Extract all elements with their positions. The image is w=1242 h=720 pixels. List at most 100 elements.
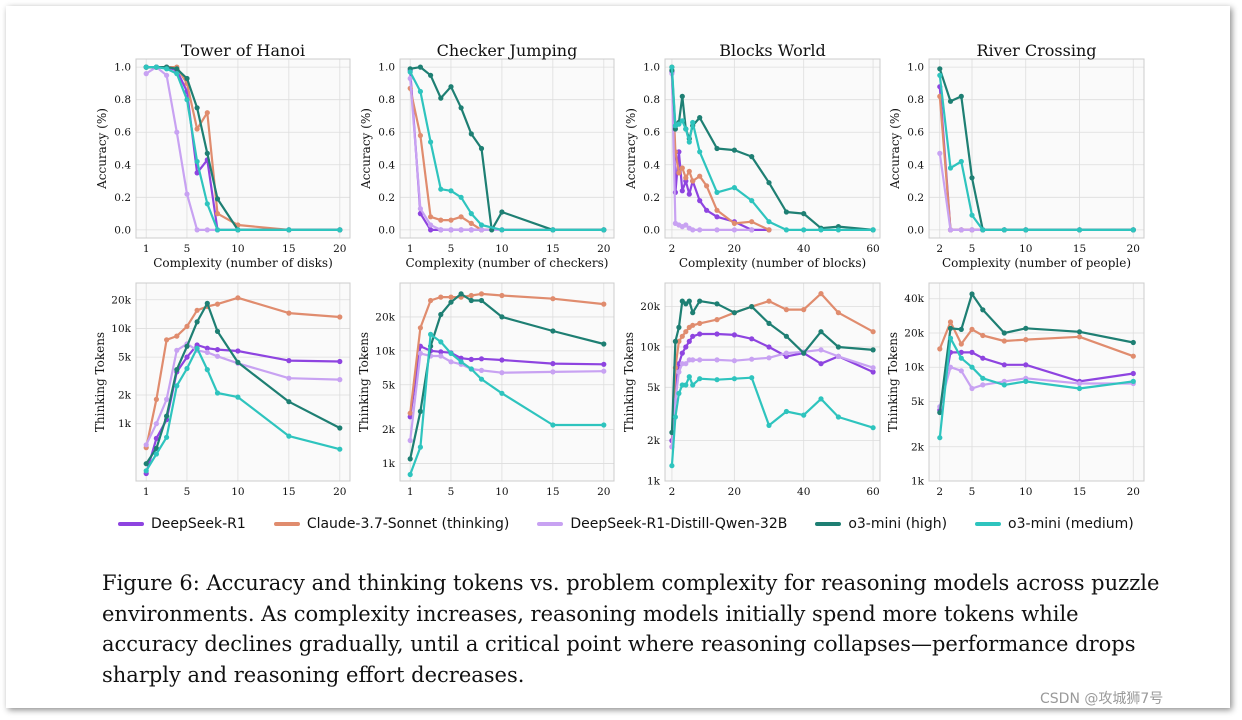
chart-panel-4: 2 5 10 15 20 0.0 0.2 0.4 0.6 0.8 1.0 Complexity (nu…: [888, 41, 1145, 270]
data-point: [676, 369, 682, 375]
series-o3-mini-medium: [407, 69, 607, 233]
y-axis-label: Accuracy (%): [359, 108, 373, 190]
figure-caption: Figure 6: Accuracy and thinking tokens v…: [102, 571, 1160, 687]
data-point: [969, 364, 975, 370]
data-point: [550, 227, 556, 233]
data-point: [1001, 382, 1007, 388]
y-tick-label: 0.2: [907, 192, 924, 204]
x-tick-label: 10: [1019, 486, 1032, 498]
series-claude-3-7-sonnet-thinking: [669, 64, 772, 233]
data-point: [676, 324, 682, 330]
data-point: [686, 374, 692, 380]
series-o3-mini-medium: [669, 374, 876, 469]
data-point: [448, 350, 454, 356]
data-point: [235, 348, 241, 354]
data-point: [749, 227, 755, 233]
legend-swatch: [815, 522, 842, 526]
data-point: [499, 209, 505, 215]
y-tick-label: 1k: [911, 476, 925, 488]
data-point: [870, 329, 876, 335]
data-point: [153, 396, 159, 402]
data-point: [870, 425, 876, 431]
data-point: [417, 88, 423, 95]
data-point: [448, 84, 454, 90]
data-point: [1023, 337, 1029, 343]
data-point: [164, 66, 170, 72]
data-point: [184, 354, 190, 360]
data-point: [204, 345, 210, 351]
data-point: [783, 307, 790, 313]
data-point: [731, 227, 738, 233]
data-point: [204, 300, 210, 306]
data-point: [958, 341, 964, 347]
data-point: [194, 158, 200, 165]
data-point: [690, 227, 696, 233]
y-tick-label: 20k: [904, 327, 924, 339]
data-point: [679, 188, 685, 194]
data-point: [468, 220, 474, 226]
data-point: [143, 461, 149, 467]
data-point: [937, 409, 943, 416]
y-tick-label: 0.0: [378, 224, 395, 236]
chart-panel-8: 2 5 10 15 20 1k 2k 5k 10k 20k 40k Complexity (numbe…: [886, 282, 1145, 500]
data-point: [980, 375, 986, 381]
data-point: [468, 356, 474, 362]
data-point: [731, 310, 738, 316]
data-point: [235, 227, 241, 233]
y-tick-label: 1.0: [378, 62, 395, 74]
x-tick-label: 2: [669, 243, 676, 255]
data-point: [407, 414, 413, 420]
data-point: [1001, 330, 1007, 336]
data-point: [153, 421, 159, 427]
data-point: [468, 131, 474, 137]
data-point: [835, 414, 842, 420]
data-point: [204, 150, 210, 156]
data-point: [801, 211, 807, 217]
x-tick-label: 1: [143, 486, 150, 498]
data-point: [947, 227, 954, 233]
data-point: [153, 451, 159, 457]
data-point: [947, 335, 954, 341]
data-point: [153, 435, 159, 441]
data-point: [766, 180, 772, 186]
x-tick-label: 60: [866, 486, 879, 498]
y-tick-label: 2k: [647, 435, 661, 447]
y-tick-label: 0.2: [114, 192, 131, 204]
data-point: [686, 338, 692, 344]
data-point: [458, 194, 464, 200]
data-point: [214, 196, 221, 202]
data-point: [1023, 378, 1029, 384]
data-point: [458, 227, 464, 233]
data-point: [468, 297, 474, 304]
data-point: [286, 310, 292, 316]
data-point: [690, 382, 696, 388]
x-tick-label: 5: [184, 243, 191, 255]
legend-swatch: [118, 522, 144, 526]
data-point: [818, 396, 824, 402]
data-point: [1076, 329, 1083, 335]
data-point: [204, 367, 210, 373]
data-point: [749, 304, 755, 310]
y-tick-label: 20k: [111, 294, 131, 306]
data-point: [683, 175, 689, 181]
data-point: [214, 328, 221, 334]
data-point: [669, 64, 675, 70]
data-point: [969, 227, 975, 233]
data-point: [478, 376, 485, 382]
data-point: [194, 307, 200, 313]
x-tick-label: 1: [407, 243, 414, 255]
data-point: [601, 361, 607, 367]
data-point: [448, 294, 454, 300]
y-tick-label: 0.8: [114, 94, 131, 106]
data-point: [153, 64, 159, 70]
data-point: [438, 217, 444, 223]
data-point: [783, 408, 790, 415]
data-point: [214, 347, 221, 353]
data-point: [937, 346, 943, 352]
data-point: [499, 370, 505, 376]
data-point: [937, 435, 943, 441]
data-point: [969, 349, 975, 355]
data-point: [204, 201, 210, 207]
data-point: [478, 291, 485, 297]
chart-panel-7: 2 20 40 60 1k 2k 5k 10k 20k Complexity (number of…: [622, 282, 881, 500]
